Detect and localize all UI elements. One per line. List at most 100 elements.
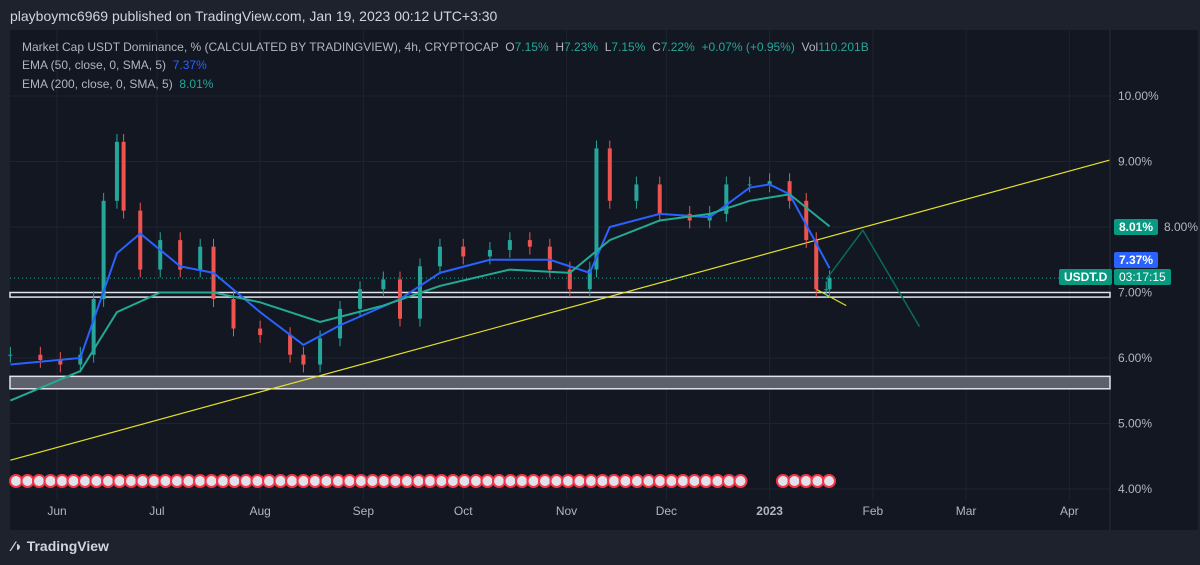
y-tick-label: 6.00% bbox=[1118, 351, 1152, 365]
us-event-flag-icon[interactable] bbox=[193, 474, 207, 488]
us-event-flag-icon[interactable] bbox=[354, 474, 368, 488]
us-event-flag-icon[interactable] bbox=[216, 474, 230, 488]
high-label: H bbox=[555, 40, 564, 54]
us-event-flag-icon[interactable] bbox=[787, 474, 802, 488]
candle bbox=[101, 200, 106, 300]
close-label: C bbox=[652, 40, 661, 54]
us-event-flag-icon[interactable] bbox=[227, 474, 242, 488]
us-event-flag-icon[interactable] bbox=[377, 474, 391, 488]
tradingview-logo[interactable]: ⁄◗ TradingView bbox=[12, 538, 109, 554]
us-event-flag-icon[interactable] bbox=[515, 474, 529, 488]
us-event-flag-icon[interactable] bbox=[480, 474, 495, 488]
x-tick-label: Feb bbox=[863, 504, 884, 518]
us-event-flag-icon[interactable] bbox=[630, 474, 644, 488]
volume-value: 110.201B bbox=[818, 40, 869, 54]
us-event-flag-icon[interactable] bbox=[561, 474, 575, 488]
candle bbox=[657, 184, 662, 214]
trendline[interactable] bbox=[10, 159, 1110, 461]
us-event-flag-icon[interactable] bbox=[822, 474, 836, 488]
us-event-flag-icon[interactable] bbox=[595, 474, 610, 488]
support-zone-5-6[interactable] bbox=[9, 375, 1111, 390]
us-event-flag-icon[interactable] bbox=[572, 474, 587, 488]
us-event-flag-icon[interactable] bbox=[250, 474, 265, 488]
volume-label: Vol bbox=[801, 40, 819, 54]
us-event-flag-icon[interactable] bbox=[400, 474, 414, 488]
us-event-flag-icon[interactable] bbox=[710, 474, 725, 488]
us-event-flag-icon[interactable] bbox=[492, 474, 506, 488]
chart-panel[interactable] bbox=[10, 30, 1198, 530]
us-event-flag-icon[interactable] bbox=[158, 474, 173, 488]
us-event-flag-icon[interactable] bbox=[32, 474, 46, 488]
us-event-flag-icon[interactable] bbox=[776, 474, 790, 488]
us-event-flag-icon[interactable] bbox=[112, 474, 127, 488]
candle bbox=[138, 210, 143, 270]
us-event-flag-icon[interactable] bbox=[503, 474, 518, 488]
us-event-flag-icon[interactable] bbox=[653, 474, 667, 488]
us-event-flag-icon[interactable] bbox=[549, 474, 564, 488]
us-event-flag-icon[interactable] bbox=[43, 474, 58, 488]
us-event-flag-icon[interactable] bbox=[89, 474, 104, 488]
us-event-flag-icon[interactable] bbox=[308, 474, 322, 488]
us-event-flag-icon[interactable] bbox=[239, 474, 253, 488]
us-event-flag-icon[interactable] bbox=[331, 474, 345, 488]
x-tick-label: 2023 bbox=[756, 504, 783, 518]
us-event-flag-icon[interactable] bbox=[434, 474, 449, 488]
us-event-flag-icon[interactable] bbox=[66, 474, 81, 488]
us-event-flag-icon[interactable] bbox=[319, 474, 334, 488]
x-tick-label: Sep bbox=[353, 504, 375, 518]
us-event-flag-icon[interactable] bbox=[733, 474, 748, 488]
candle bbox=[527, 240, 532, 247]
us-event-flag-icon[interactable] bbox=[20, 474, 35, 488]
projection-path[interactable] bbox=[825, 228, 921, 327]
legend-ema50-row[interactable]: EMA (50, close, 0, SMA, 5) 7.37% bbox=[22, 58, 207, 72]
us-event-flag-icon[interactable] bbox=[607, 474, 621, 488]
candle bbox=[121, 141, 126, 211]
us-event-flag-icon[interactable] bbox=[699, 474, 713, 488]
us-event-flag-icon[interactable] bbox=[722, 474, 736, 488]
us-event-flag-icon[interactable] bbox=[641, 474, 656, 488]
candle bbox=[567, 269, 572, 290]
us-event-flag-icon[interactable] bbox=[388, 474, 403, 488]
us-event-flag-icon[interactable] bbox=[526, 474, 541, 488]
us-event-flag-icon[interactable] bbox=[170, 474, 184, 488]
us-event-flag-icon[interactable] bbox=[411, 474, 426, 488]
us-event-flag-icon[interactable] bbox=[446, 474, 460, 488]
brand-name: TradingView bbox=[26, 538, 109, 554]
us-event-flag-icon[interactable] bbox=[584, 474, 598, 488]
us-event-flag-icon[interactable] bbox=[9, 474, 23, 488]
us-event-flag-icon[interactable] bbox=[810, 474, 825, 488]
us-event-flag-icon[interactable] bbox=[365, 474, 380, 488]
us-event-flag-icon[interactable] bbox=[101, 474, 115, 488]
us-event-flag-icon[interactable] bbox=[147, 474, 161, 488]
us-event-flag-icon[interactable] bbox=[285, 474, 299, 488]
open-value: 7.15% bbox=[514, 40, 549, 54]
us-event-flag-icon[interactable] bbox=[538, 474, 552, 488]
us-event-flag-icon[interactable] bbox=[181, 474, 196, 488]
us-event-flag-icon[interactable] bbox=[262, 474, 276, 488]
support-zone-7[interactable] bbox=[9, 291, 1111, 298]
us-event-flag-icon[interactable] bbox=[799, 474, 813, 488]
us-event-flag-icon[interactable] bbox=[55, 474, 69, 488]
legend-ema200-row[interactable]: EMA (200, close, 0, SMA, 5) 8.01% bbox=[22, 77, 213, 91]
us-event-flag-icon[interactable] bbox=[687, 474, 702, 488]
us-event-flag-icon[interactable] bbox=[296, 474, 311, 488]
us-event-flag-icon[interactable] bbox=[78, 474, 92, 488]
us-event-flag-icon[interactable] bbox=[135, 474, 150, 488]
us-event-flag-icon[interactable] bbox=[204, 474, 219, 488]
us-event-flag-icon[interactable] bbox=[273, 474, 288, 488]
us-event-flag-icon[interactable] bbox=[423, 474, 437, 488]
us-event-flag-icon[interactable] bbox=[342, 474, 357, 488]
us-event-flag-icon[interactable] bbox=[618, 474, 633, 488]
candle bbox=[258, 328, 263, 336]
us-event-flag-icon[interactable] bbox=[469, 474, 483, 488]
short-trendline[interactable] bbox=[815, 288, 847, 307]
us-event-flag-icon[interactable] bbox=[124, 474, 138, 488]
us-event-flag-icon[interactable] bbox=[676, 474, 690, 488]
us-event-flag-icon[interactable] bbox=[664, 474, 679, 488]
low-value: 7.15% bbox=[611, 40, 646, 54]
candle bbox=[547, 246, 552, 270]
us-event-flag-icon[interactable] bbox=[457, 474, 472, 488]
candle bbox=[231, 299, 236, 329]
ema50-price-tag: 7.37% bbox=[1114, 252, 1159, 268]
